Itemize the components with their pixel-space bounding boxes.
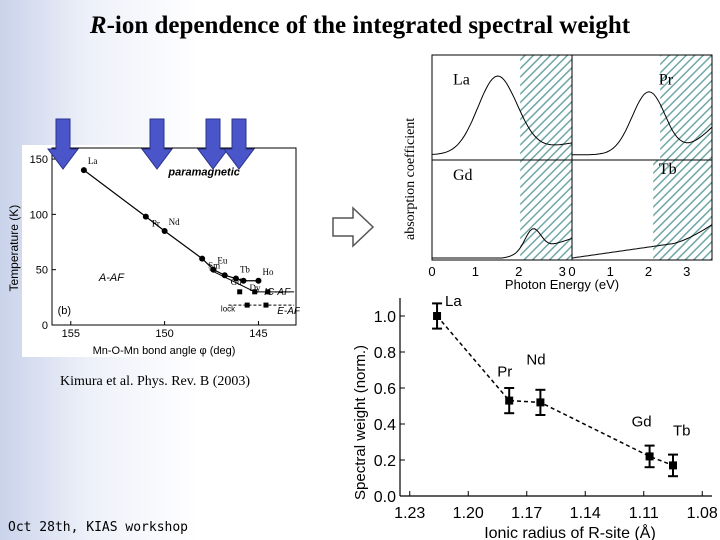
spectrum-gap-hatch: [520, 55, 572, 160]
sw-xtick-label: 1.23: [394, 505, 425, 522]
pd-point-ho: [255, 277, 262, 284]
spec-xtick-label: 2: [645, 264, 652, 279]
sw-xtick-label: 1.20: [453, 505, 484, 522]
pd-point-label: Nd: [169, 217, 180, 227]
citation: Kimura et al. Phys. Rev. B (2003): [60, 374, 251, 389]
pd-point-label: La: [88, 156, 98, 166]
photon-energy-label: Photon Energy (eV): [505, 277, 619, 292]
sw-xlabel: Ionic radius of R-site (Å): [484, 523, 656, 540]
pd-ytick-label: 0: [42, 320, 48, 332]
pd-ytick-label: 50: [36, 265, 48, 277]
pd-ytick-label: 150: [30, 154, 48, 166]
sw-ytick-label: 0.0: [374, 489, 396, 506]
spec-xtick-label: 3: [559, 264, 566, 279]
sw-point-label: Pr: [497, 364, 512, 381]
sw-xtick-label: 1.08: [687, 505, 718, 522]
pd-point-label: Sm: [208, 261, 220, 271]
pd-point-la: [80, 167, 87, 174]
spectrum-label-tb: Tb: [659, 161, 677, 178]
pd-square-point: [252, 289, 258, 295]
right-arrow: [332, 206, 375, 248]
pd-square-point: [265, 289, 271, 295]
sw-point-la: [433, 312, 442, 320]
sw-ytick-label: 0.2: [374, 453, 396, 470]
pd-point-label: Pr: [152, 219, 160, 229]
pd-point-label: Dy: [249, 283, 260, 293]
pd-xlabel: Mn-O-Mn bond angle φ (deg): [93, 345, 236, 357]
sw-point-label: La: [445, 293, 462, 310]
pd-annotation: lock: [221, 305, 236, 314]
footer-text: Oct 28th, KIAS workshop: [8, 520, 189, 535]
pd-square-point: [237, 289, 243, 295]
pd-annotation: (b): [58, 305, 71, 317]
pd-square-point: [263, 302, 269, 308]
arrow-gd: [223, 118, 255, 170]
pd-point-label: Ho: [262, 267, 273, 277]
pd-point-eu: [210, 266, 217, 273]
spectrum-curve-la: [431, 75, 573, 155]
pd-square-point: [244, 302, 250, 308]
pd-xtick-label: 150: [155, 328, 173, 340]
pd-annotation: A-AF: [98, 272, 125, 284]
spectrum-curve-tb: [571, 224, 713, 259]
sw-point-pr: [505, 396, 514, 405]
pd-annotation: IC-AF: [264, 287, 291, 298]
sw-ytick-label: 1.0: [374, 309, 396, 326]
sw-trend-line: [436, 315, 674, 467]
pd-point-label: Eu: [217, 256, 227, 266]
pd-xtick-label: 155: [62, 328, 80, 340]
sw-ytick-label: 0.4: [374, 417, 396, 434]
spectral-weight-chart: Spectral weight (norm.) 0.0 0.2 0.4 0.6 0.8 1…: [352, 293, 718, 540]
arrow-la: [47, 118, 79, 170]
sw-ylabel: Spectral weight (norm.): [352, 345, 369, 500]
pd-xtick-label: 145: [249, 328, 267, 340]
sw-ytick-label: 0.6: [374, 381, 396, 398]
spec-xtick-label: 3: [683, 264, 690, 279]
pd-annotation: E-AF: [277, 306, 300, 317]
spectrum-gap-hatch: [520, 160, 572, 260]
spec-xtick-label: 2: [515, 264, 522, 279]
spectrum-curve-gd: [432, 228, 573, 259]
sw-xtick-label: 1.14: [570, 505, 601, 522]
sw-ytick-label: 0.8: [374, 345, 396, 362]
pd-ylabel: Temperature (K): [7, 205, 21, 292]
sw-xtick-label: 1.11: [629, 505, 659, 522]
sw-point-gd: [645, 452, 654, 461]
pd-point-nd: [161, 227, 168, 234]
spectrum-gap-hatch: [653, 160, 712, 260]
sw-point-label: Nd: [526, 351, 545, 368]
pd-frame: [51, 147, 297, 326]
sw-point-label: Gd: [632, 413, 652, 430]
absorption-ylabel: absorption coefficient: [403, 118, 418, 240]
pd-ytick-label: 100: [30, 209, 48, 221]
spectrum-label-la: La: [453, 71, 470, 88]
spec-xtick-label: 0: [428, 264, 435, 279]
sw-xtick-label: 1.17: [511, 505, 542, 522]
sw-point-label: Tb: [673, 422, 691, 439]
sw-point-nd: [536, 398, 545, 407]
spectrum-label-pr: Pr: [659, 71, 674, 88]
slide-title: R-ion dependence of the integrated spect…: [89, 12, 631, 39]
pd-point-label: Gd: [231, 277, 242, 287]
spec-xtick-label: 1: [472, 264, 479, 279]
spec-xtick-label: 1: [607, 264, 614, 279]
spec-xtick-label: 0: [568, 264, 575, 279]
arrow-sm: [197, 118, 229, 170]
arrow-pr: [141, 118, 173, 170]
spectrum-panel-frame: [571, 159, 713, 261]
phase-diagram: 155 150 145 0 50 100 150 Temperature (K) Mn-O-Mn…: [7, 145, 300, 357]
pd-point-gd: [221, 272, 228, 279]
element-arrows: [47, 118, 255, 170]
spectrum-label-gd: Gd: [453, 167, 473, 184]
pd-point-dy: [240, 277, 247, 284]
pd-point-pr: [142, 213, 149, 220]
spectrum-curve-pr: [572, 91, 713, 156]
sw-point-tb: [669, 461, 677, 470]
pd-point-sm: [199, 255, 206, 262]
pd-point-tb: [232, 275, 239, 282]
pd-annotation: paramagnetic: [167, 167, 240, 179]
pd-point-label: Tb: [240, 265, 250, 275]
